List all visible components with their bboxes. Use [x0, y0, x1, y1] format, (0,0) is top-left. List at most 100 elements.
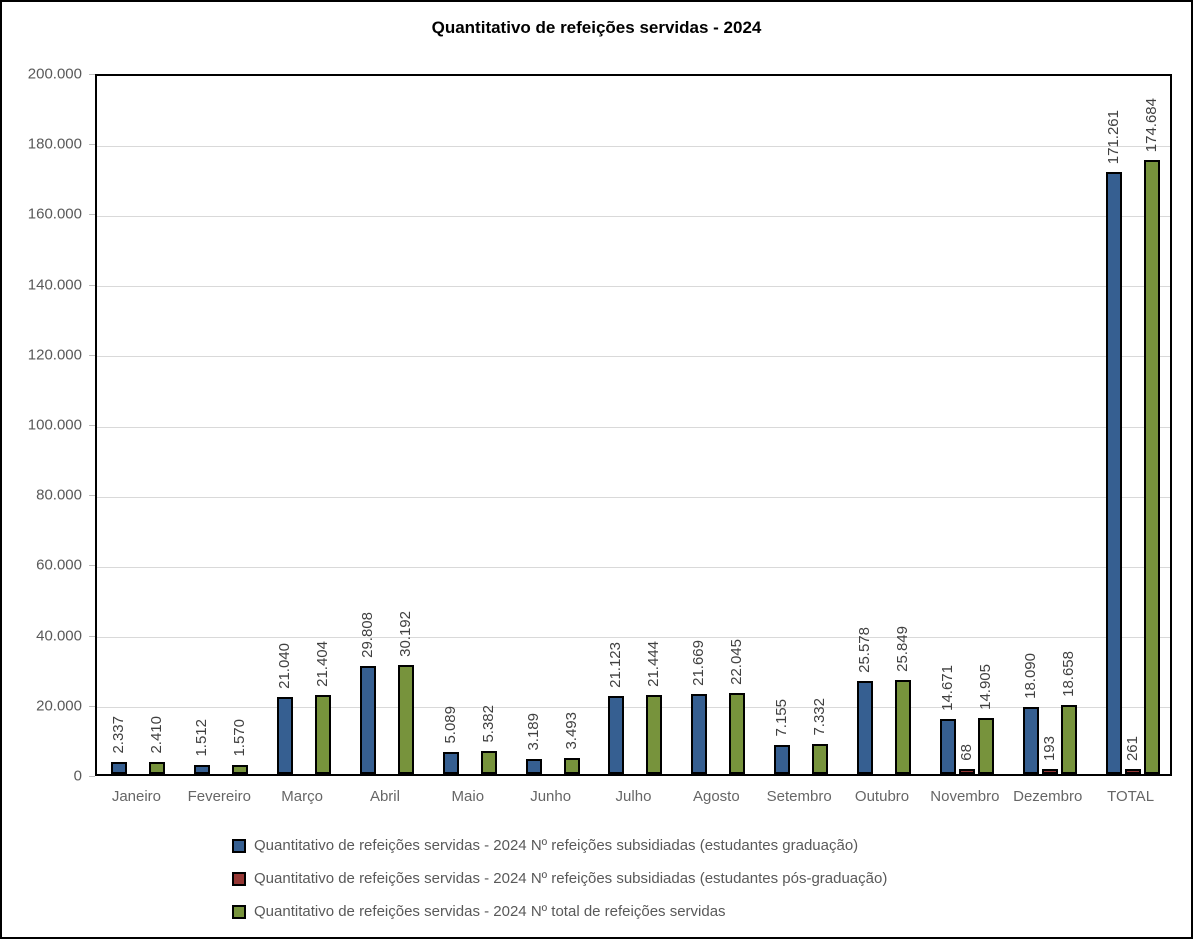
grid-line — [97, 637, 1170, 639]
bar-series-1 — [525, 759, 542, 774]
bar-series-2 — [1041, 769, 1058, 774]
x-category-label: Novembro — [930, 788, 1000, 805]
bar-series-3 — [232, 765, 249, 774]
bar-series-2 — [958, 769, 975, 774]
bar-group: 14.671 68 14.905 — [925, 76, 1008, 774]
bar-slot — [462, 76, 478, 774]
bar-slot: 21.669 — [690, 76, 708, 774]
y-axis-tick — [89, 144, 95, 146]
bar-label: 21.123 — [607, 642, 625, 688]
x-category-label: Março — [281, 788, 323, 805]
bar-group: 21.040 21.404 — [263, 76, 346, 774]
y-tick-label: 60.000 — [36, 556, 82, 574]
bar-label: 30.192 — [396, 611, 414, 657]
x-category-label: Setembro — [766, 788, 832, 805]
bar-slot: 2.410 — [148, 76, 166, 774]
bar-slot: 68 — [957, 76, 975, 774]
bar-slot: 22.045 — [728, 76, 746, 774]
y-axis-tick — [89, 74, 95, 75]
bar-slot: 14.671 — [938, 76, 956, 774]
legend-swatch-icon — [232, 871, 246, 886]
bar-slot: 7.332 — [811, 76, 829, 774]
bar-label: 18.090 — [1021, 653, 1039, 699]
bar-series-1 — [691, 694, 708, 774]
bar-label: 7.155 — [773, 699, 791, 737]
y-tick-label: 40.000 — [36, 627, 82, 645]
bar-group: 21.123 21.444 — [594, 76, 677, 774]
bar-series-3 — [729, 693, 746, 774]
grid-line — [97, 356, 1170, 358]
bar-series-3 — [480, 751, 497, 774]
bar-group: 3.189 3.493 — [511, 76, 594, 774]
bar-group: 5.089 5.382 — [428, 76, 511, 774]
bar-label: 3.189 — [524, 713, 542, 751]
bar-series-1 — [442, 752, 459, 774]
bar-series-1 — [111, 762, 128, 774]
bar-slot: 2.337 — [110, 76, 128, 774]
y-tick-label: 80.000 — [36, 486, 82, 504]
legend-item: Quantitativo de refeições servidas - 202… — [232, 829, 887, 862]
y-tick-label: 180.000 — [27, 135, 82, 153]
y-axis-tick — [89, 776, 95, 777]
bar-slot — [545, 76, 561, 774]
bar-slot: 21.040 — [276, 76, 294, 774]
bar-label: 18.658 — [1059, 651, 1077, 697]
bar-slot: 3.493 — [562, 76, 580, 774]
bar-series-1 — [939, 719, 956, 774]
bar-series-1 — [277, 697, 294, 774]
bar-slot: 1.512 — [193, 76, 211, 774]
x-category-label: Janeiro — [111, 788, 162, 805]
legend-label: Quantitativo de refeições servidas - 202… — [254, 837, 859, 854]
x-category-label: Maio — [451, 788, 485, 805]
bar-series-1 — [194, 765, 211, 774]
bar-slot — [130, 76, 146, 774]
bar-series-1 — [1022, 707, 1039, 774]
bar-label: 68 — [957, 744, 975, 761]
y-axis-tick — [89, 425, 95, 426]
bar-group: 21.669 22.045 — [677, 76, 760, 774]
y-axis-tick — [89, 705, 95, 707]
bar-label: 2.337 — [110, 716, 128, 754]
bar-slot: 1.570 — [231, 76, 249, 774]
bar-label: 29.808 — [358, 612, 376, 658]
legend: Quantitativo de refeições servidas - 202… — [232, 829, 887, 928]
bar-slot: 14.905 — [977, 76, 994, 774]
y-axis-tick — [89, 354, 95, 356]
bar-series-3 — [563, 758, 580, 774]
bar-slot: 29.808 — [358, 76, 376, 774]
bar-slot — [710, 76, 726, 774]
y-axis-tick — [89, 565, 95, 567]
bar-slot — [627, 76, 643, 774]
bar-series-3 — [149, 762, 166, 774]
bar-slot: 7.155 — [773, 76, 791, 774]
y-tick-label: 140.000 — [27, 276, 82, 294]
bar-series-3 — [1060, 705, 1077, 774]
y-tick-label: 20.000 — [36, 697, 82, 715]
bar-series-3 — [812, 744, 829, 774]
legend-item: Quantitativo de refeições servidas - 202… — [232, 862, 887, 895]
bar-label: 193 — [1040, 735, 1058, 761]
bar-slot: 5.089 — [442, 76, 459, 774]
y-tick-label: 160.000 — [27, 205, 82, 223]
bar-series-1 — [608, 696, 625, 774]
x-category-label: Fevereiro — [187, 788, 251, 805]
y-axis-tick — [89, 214, 95, 216]
bar-label: 5.382 — [479, 705, 497, 743]
bar-slot: 5.382 — [479, 76, 497, 774]
bar-label: 14.671 — [938, 665, 956, 711]
x-category-label: Agosto — [692, 788, 740, 805]
plot-area: 2.337 2.410 1.512 1.570 21.040 21.404 29.808 30… — [95, 74, 1172, 776]
bar-label: 25.578 — [856, 627, 874, 673]
bar-slot: 174.684 — [1143, 76, 1160, 774]
bar-label: 3.493 — [562, 712, 580, 750]
bar-slot: 171.261 — [1105, 76, 1122, 774]
grid-line — [97, 566, 1170, 568]
bar-slot — [213, 76, 229, 774]
bar-label: 25.849 — [894, 626, 912, 672]
bar-series-3 — [977, 718, 994, 774]
bar-slot: 18.090 — [1021, 76, 1039, 774]
bar-label: 21.404 — [314, 641, 332, 687]
bar-slot — [793, 76, 809, 774]
bar-group: 7.155 7.332 — [760, 76, 843, 774]
